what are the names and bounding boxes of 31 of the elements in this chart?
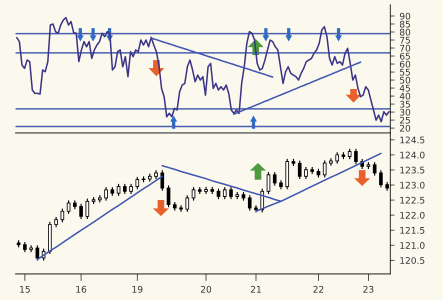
y-tick-label: 122.0 — [400, 212, 425, 219]
y-tick-label: 75 — [400, 36, 410, 44]
y-tick-label: 65 — [400, 52, 410, 60]
y-tick-label: 50 — [400, 76, 410, 84]
x-tick-label: 19 — [132, 286, 142, 293]
x-tick-label: 23 — [363, 286, 374, 293]
y-tick-label: 35 — [400, 100, 410, 108]
y-tick-label: 20 — [400, 124, 410, 132]
x-tick-label: 15 — [20, 286, 30, 293]
y-tick-label: 40 — [400, 92, 410, 100]
y-tick-label: 123.0 — [400, 182, 425, 189]
y-tick-label: 124.5 — [400, 136, 424, 144]
y-tick-label: 124.0 — [400, 152, 425, 158]
x-tick-label: 21 — [250, 286, 261, 293]
y-tick-label: 90 — [400, 12, 410, 20]
y-tick-label: 70 — [400, 44, 410, 52]
y-tick-label: 30 — [400, 108, 410, 116]
y-tick-label: 45 — [400, 84, 410, 92]
y-tick-label: 55 — [400, 68, 410, 76]
y-tick-label: 122.5 — [400, 196, 424, 204]
x-tick-label: 20 — [200, 286, 212, 293]
y-tick-label: 85 — [400, 20, 410, 28]
x-tick-label: 16 — [76, 286, 86, 293]
y-tick-label: 121.5 — [400, 226, 424, 234]
y-tick-label: 60 — [400, 60, 410, 68]
x-tick-label: 22 — [313, 286, 324, 293]
y-tick-label: 123.5 — [400, 166, 424, 174]
y-tick-label: 25 — [400, 116, 410, 124]
y-tick-label: 80 — [400, 28, 410, 36]
y-tick-label: 121.0 — [400, 242, 425, 249]
y-tick-label: 120.5 — [400, 257, 424, 264]
